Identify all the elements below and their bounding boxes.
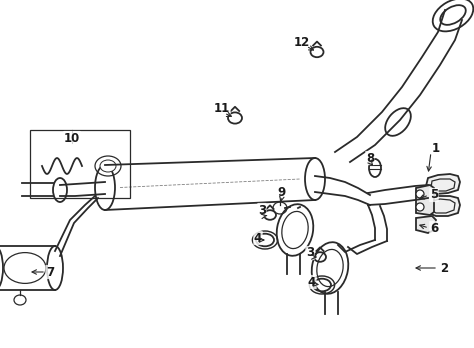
Text: 12: 12 [294,35,310,48]
Polygon shape [416,216,436,233]
Text: 11: 11 [214,102,230,114]
Bar [30,130,130,198]
Polygon shape [426,196,460,216]
Text: 10: 10 [64,132,80,144]
Text: 5: 5 [430,189,438,201]
Text: 1: 1 [432,142,440,155]
Text: 4: 4 [308,276,316,288]
Text: 3: 3 [258,204,266,216]
Text: 9: 9 [278,185,286,198]
Text: 4: 4 [254,231,262,245]
Polygon shape [426,174,460,194]
Polygon shape [416,185,434,215]
Ellipse shape [416,190,424,198]
Text: 7: 7 [46,266,54,278]
Text: 3: 3 [306,246,314,260]
Text: 6: 6 [430,221,438,235]
Ellipse shape [440,5,466,25]
Text: 2: 2 [440,261,448,275]
Ellipse shape [100,160,116,172]
Ellipse shape [416,203,424,211]
Text: 8: 8 [366,151,374,165]
